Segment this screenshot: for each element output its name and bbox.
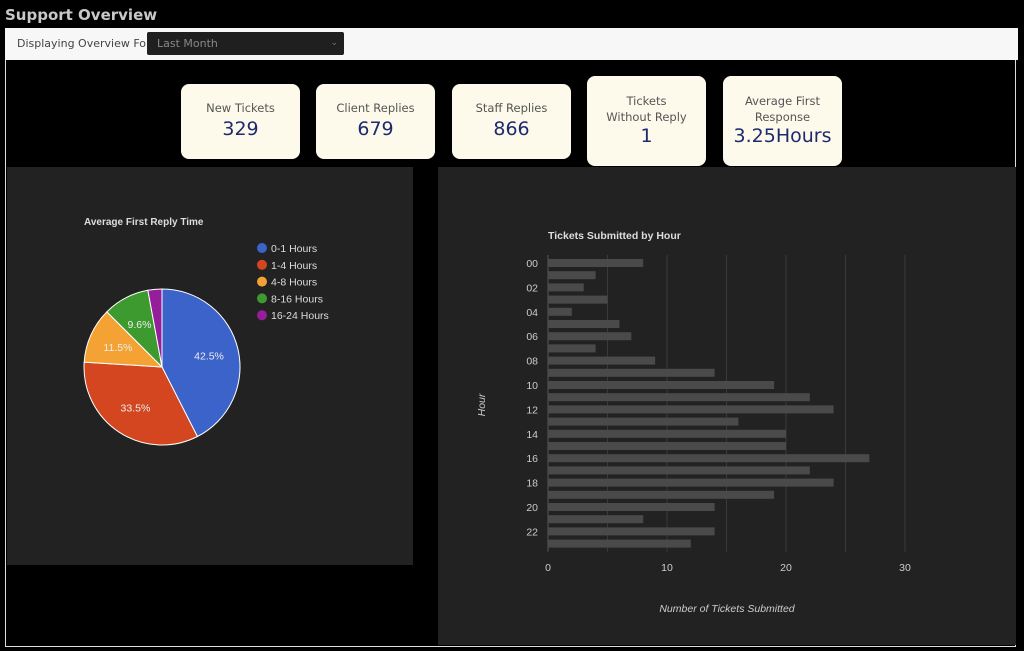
card-value: 866 <box>493 118 530 140</box>
bar-chart-panel: Tickets Submitted by Hour Number of Tick… <box>438 167 1016 645</box>
legend-label: 1-4 Hours <box>271 260 317 272</box>
card-label: Average First Response <box>744 94 821 124</box>
x-tick-label: 0 <box>545 562 551 574</box>
legend-label: 16-24 Hours <box>271 310 329 322</box>
bar <box>548 454 870 463</box>
y-tick-label: 14 <box>526 429 538 441</box>
y-tick-label: 22 <box>526 526 538 538</box>
y-tick-label: 06 <box>526 331 538 343</box>
card-value: 679 <box>357 118 394 140</box>
y-tick-label: 18 <box>526 478 538 490</box>
card-value: 1 <box>640 125 653 147</box>
x-tick-label: 20 <box>780 562 792 574</box>
card-new-tickets: New Tickets 329 <box>181 84 300 159</box>
y-axis-title: Hour <box>476 393 488 416</box>
bar <box>548 405 834 414</box>
card-client-replies: Client Replies 679 <box>316 84 435 159</box>
legend-marker <box>257 293 267 304</box>
card-label: Staff Replies <box>475 101 548 115</box>
bar <box>548 271 596 280</box>
pie-chart: Average First Reply Time 42.5% 0-1 Hours 3… <box>83 217 329 446</box>
pie-chart-title: Average First Reply Time <box>84 217 204 228</box>
page-title: Support Overview <box>5 6 158 24</box>
y-tick-label: 16 <box>526 453 538 465</box>
card-value: 3.25Hours <box>733 125 832 147</box>
y-tick-label: 08 <box>526 356 538 368</box>
card-staff-replies: Staff Replies 866 <box>452 84 571 159</box>
y-tick-label: 10 <box>526 380 538 392</box>
bar <box>548 539 691 548</box>
card-label: Tickets Without Reply <box>606 94 687 124</box>
card-value: 329 <box>222 118 259 140</box>
pie-slice <box>161 288 241 438</box>
bar <box>548 259 644 267</box>
legend-marker <box>257 243 267 253</box>
bar <box>548 320 620 328</box>
bar <box>548 442 786 450</box>
legend-marker <box>257 259 267 270</box>
bar <box>548 307 572 316</box>
pie-chart-panel: Average First Reply Time 42.5% 0-1 Hours 3… <box>7 167 413 565</box>
bar <box>548 295 608 304</box>
card-average-first-response: Average First Response 3.25Hours <box>723 76 842 166</box>
legend-marker <box>257 310 267 321</box>
bar <box>548 356 656 365</box>
y-tick-label: 20 <box>526 502 538 514</box>
y-tick-label: 00 <box>526 258 538 270</box>
bar <box>548 490 775 499</box>
bar <box>548 478 834 487</box>
bar <box>548 368 715 377</box>
bar <box>548 283 584 292</box>
y-tick-label: 02 <box>526 282 538 294</box>
legend-label: 0-1 Hours <box>271 243 317 255</box>
bar <box>548 381 775 389</box>
legend-label: 4-8 Hours <box>271 277 317 289</box>
period-select[interactable]: Last Month ⌄ <box>147 32 344 55</box>
pie-slice-label: 42.5% <box>194 351 224 363</box>
pie-slice-label: 11.5% <box>103 342 132 354</box>
bar <box>548 466 810 475</box>
period-select-value: Last Month <box>157 37 218 50</box>
card-tickets-without-reply: Tickets Without Reply 1 <box>587 76 706 166</box>
card-label: Client Replies <box>336 101 415 115</box>
pie-slice-label: 33.5% <box>121 402 151 414</box>
legend-label: 8-16 Hours <box>271 293 323 305</box>
bar <box>548 332 632 341</box>
bar <box>548 515 644 524</box>
bar <box>548 393 810 402</box>
x-axis-title: Number of Tickets Submitted <box>659 603 795 615</box>
legend-marker <box>257 276 267 287</box>
chevron-down-icon: ⌄ <box>330 38 338 48</box>
filter-label: Displaying Overview For: <box>17 37 155 50</box>
card-label: New Tickets <box>206 101 275 115</box>
bar <box>548 344 596 353</box>
filter-bar: Displaying Overview For: Last Month ⌄ <box>5 28 1018 60</box>
pie-slice <box>147 288 163 368</box>
pie-slice-label: 9.6% <box>128 319 152 331</box>
x-tick-label: 10 <box>661 562 673 574</box>
y-tick-label: 04 <box>526 307 538 319</box>
bar <box>548 527 715 536</box>
bar <box>548 429 786 438</box>
y-tick-label: 12 <box>526 404 538 416</box>
bar <box>548 503 715 511</box>
bar-chart: Tickets Submitted by Hour Number of Tick… <box>476 230 911 615</box>
bar <box>548 417 739 426</box>
pie-slice <box>83 361 199 446</box>
x-tick-label: 30 <box>899 562 911 574</box>
bar-chart-title: Tickets Submitted by Hour <box>548 230 681 242</box>
